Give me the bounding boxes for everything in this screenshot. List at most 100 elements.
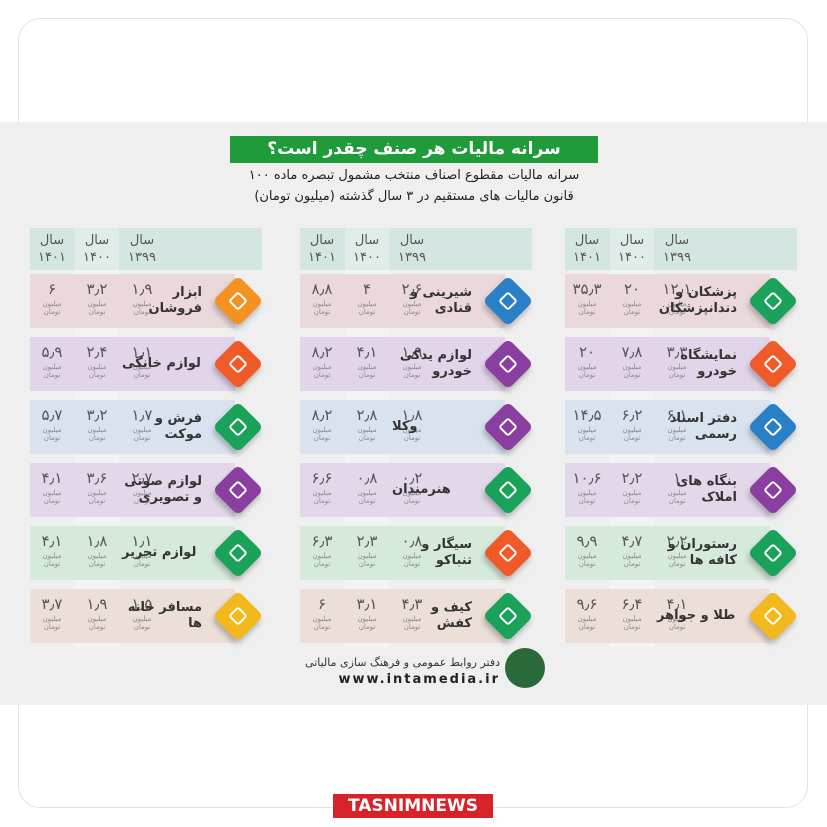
value-cell: ۴٫۱ میلیون تومان: [30, 526, 74, 580]
unit: میلیون تومان: [357, 615, 377, 631]
unit: میلیون تومان: [667, 363, 687, 379]
unit: میلیون تومان: [577, 300, 597, 316]
unit: میلیون تومان: [132, 615, 152, 631]
category-label: شیرینی و قنادی: [409, 285, 472, 316]
footer-org: دفتر روابط عمومی و فرهنگ سازی مالیاتی: [305, 656, 500, 669]
value: ۳٫۷: [41, 595, 63, 613]
value-cell: ۶٫۶ میلیون تومان: [300, 463, 344, 517]
value-cell: ۱ میلیون تومان: [655, 463, 699, 517]
value-cell: ۵٫۹ میلیون تومان: [30, 337, 74, 391]
value-cell: ۳٫۲ میلیون تومان: [75, 274, 119, 328]
value: ۱: [672, 469, 682, 487]
value: ۸٫۲: [311, 343, 333, 361]
value: ۶٫۴: [621, 595, 643, 613]
unit: میلیون تومان: [622, 489, 642, 505]
value-cell: ۱٫۸ میلیون تومان: [75, 526, 119, 580]
unit: میلیون تومان: [577, 363, 597, 379]
value: ۱۴٫۵: [572, 406, 602, 424]
value-cell: ۵٫۷ میلیون تومان: [30, 400, 74, 454]
year-header: سال ۱۳۹۹: [128, 233, 156, 265]
value: ۰٫۸: [356, 469, 378, 487]
unit: میلیون تومان: [667, 489, 687, 505]
unit: میلیون تومان: [312, 300, 332, 316]
unit: میلیون تومان: [667, 426, 687, 442]
value-cell: ۱٫۷ میلیون تومان: [120, 400, 164, 454]
panel: سال ۱۳۹۹ سال ۱۴۰۰ سال ۱۴۰۱ ۲٫۶ میلیون تومان ۴…: [300, 228, 535, 648]
value-cell: ۴٫۱ میلیون تومان: [30, 463, 74, 517]
header-band: [300, 228, 532, 270]
category-label: ابزار فروشان: [148, 285, 202, 316]
value-cell: ۱٫۹ میلیون تومان: [390, 337, 434, 391]
value-cell: ۳۵٫۳ میلیون تومان: [565, 274, 609, 328]
value-cell: ۸٫۲ میلیون تومان: [300, 400, 344, 454]
value: ۳۵٫۳: [572, 280, 602, 298]
value-cell: ۱٫۹ میلیون تومان: [75, 589, 119, 643]
category-label: پزشکان و دندانپزشکان: [658, 285, 737, 316]
row: ۲٫۷ میلیون تومان ۳٫۶ میلیون تومان ۴٫۱ میلیون …: [30, 463, 235, 517]
unit: میلیون تومان: [42, 363, 62, 379]
value: ۴٫۱: [666, 595, 688, 613]
year-header: سال ۱۴۰۰: [83, 233, 111, 265]
unit: میلیون تومان: [87, 615, 107, 631]
value: ۴٫۳: [401, 595, 423, 613]
value-cell: ۲٫۴ میلیون تومان: [75, 337, 119, 391]
logo: [505, 648, 545, 688]
row: ۱٫۹ میلیون تومان ۴٫۱ میلیون تومان ۸٫۲ میلیون …: [300, 337, 505, 391]
value: ۱٫۷: [131, 406, 153, 424]
panel: سال ۱۳۹۹ سال ۱۴۰۰ سال ۱۴۰۱ ۱٫۹ میلیون تومان ۳…: [30, 228, 265, 648]
unit: میلیون تومان: [577, 615, 597, 631]
category-label: مسافر خانه ها: [127, 600, 202, 631]
value-cell: ۴٫۳ میلیون تومان: [390, 589, 434, 643]
value: ۲٫۲: [621, 469, 643, 487]
row: ۱٫۵ میلیون تومان ۱٫۹ میلیون تومان ۳٫۷ میلیون …: [30, 589, 235, 643]
category-label: فرش و موکت: [154, 411, 202, 442]
value: ۸٫۸: [311, 280, 333, 298]
value: ۶٫۳: [311, 532, 333, 550]
unit: میلیون تومان: [622, 363, 642, 379]
value-cell: ۷٫۸ میلیون تومان: [610, 337, 654, 391]
value-cell: ۶٫۳ میلیون تومان: [300, 526, 344, 580]
value-cell: ۸٫۲ میلیون تومان: [300, 337, 344, 391]
value: ۶٫۶: [311, 469, 333, 487]
value: ۶٫۲: [621, 406, 643, 424]
row: ۱٫۱ میلیون تومان ۲٫۴ میلیون تومان ۵٫۹ میلیون …: [30, 337, 235, 391]
year-header: سال ۱۴۰۱: [38, 233, 66, 265]
row: ۰٫۲ میلیون تومان ۰٫۸ میلیون تومان ۶٫۶ میلیون …: [300, 463, 505, 517]
value: ۷٫۸: [621, 343, 643, 361]
value-cell: ۱۲٫۱ میلیون تومان: [655, 274, 699, 328]
value: ۱٫۸: [401, 406, 423, 424]
value-cell: ۳٫۶ میلیون تومان: [75, 463, 119, 517]
row: ۲٫۶ میلیون تومان ۴ میلیون تومان ۸٫۸ میلیون تو…: [300, 274, 505, 328]
value: ۲٫۴: [86, 343, 108, 361]
header-band: [565, 228, 797, 270]
unit: میلیون تومان: [42, 552, 62, 568]
footer-url: www.intamedia.ir: [338, 672, 500, 687]
unit: میلیون تومان: [667, 552, 687, 568]
unit: میلیون تومان: [132, 489, 152, 505]
year-header: سال ۱۴۰۱: [308, 233, 336, 265]
value: ۲٫۳: [356, 532, 378, 550]
value: ۱٫۹: [86, 595, 108, 613]
value: ۲٫۸: [356, 406, 378, 424]
unit: میلیون تومان: [87, 489, 107, 505]
value-cell: ۱٫۱ میلیون تومان: [120, 526, 164, 580]
value-cell: ۱٫۵ میلیون تومان: [120, 589, 164, 643]
value: ۱٫۱: [131, 343, 153, 361]
unit: میلیون تومان: [132, 426, 152, 442]
value-cell: ۲۰ میلیون تومان: [565, 337, 609, 391]
value: ۴٫۱: [41, 532, 63, 550]
unit: میلیون تومان: [357, 426, 377, 442]
unit: میلیون تومان: [667, 300, 687, 316]
value-cell: ۰٫۸ میلیون تومان: [390, 526, 434, 580]
value: ۱۲٫۱: [662, 280, 692, 298]
row: ۱٫۱ میلیون تومان ۱٫۸ میلیون تومان ۴٫۱ میلیون …: [30, 526, 235, 580]
value-cell: ۱٫۱ میلیون تومان: [120, 337, 164, 391]
category-label: لوازم تحریر: [122, 545, 197, 560]
unit: میلیون تومان: [577, 552, 597, 568]
unit: میلیون تومان: [357, 552, 377, 568]
row: ۶٫۱ میلیون تومان ۶٫۲ میلیون تومان ۱۴٫۵ میلیون…: [565, 400, 770, 454]
value-cell: ۸٫۸ میلیون تومان: [300, 274, 344, 328]
value-cell: ۲۰ میلیون تومان: [610, 274, 654, 328]
value: ۴٫۱: [356, 343, 378, 361]
header-band: [30, 228, 262, 270]
